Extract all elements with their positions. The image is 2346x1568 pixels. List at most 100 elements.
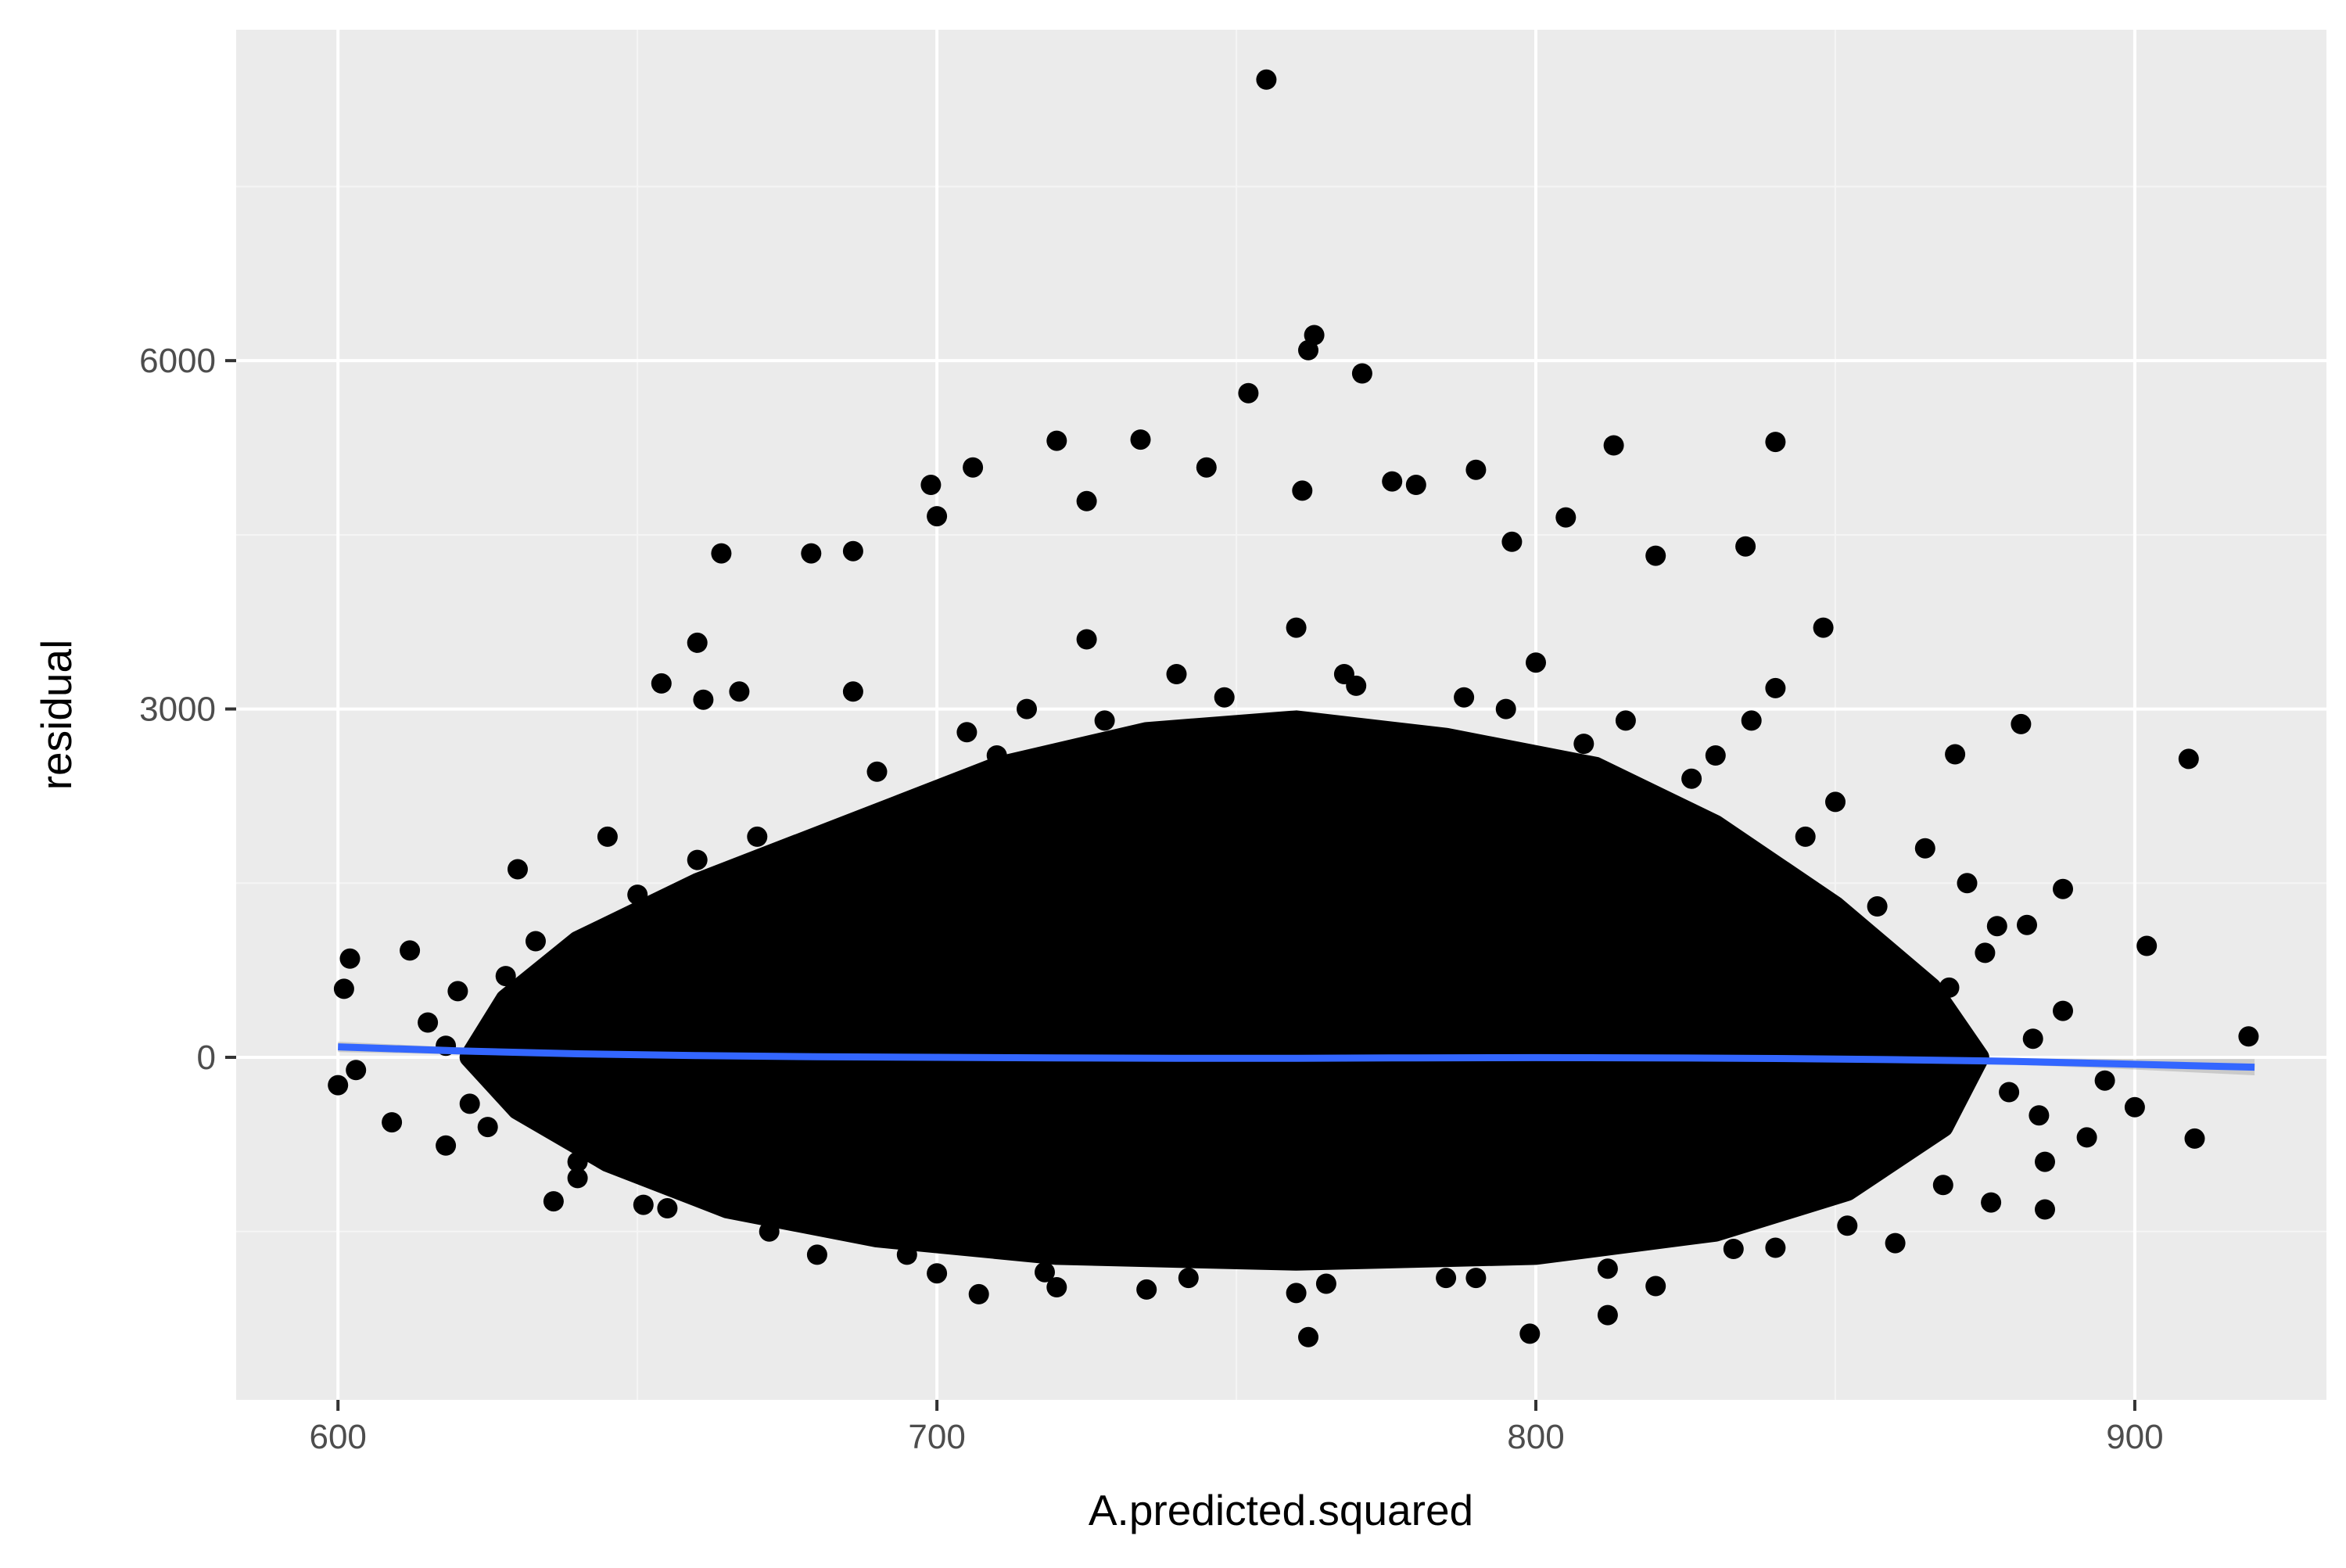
scatter-point — [801, 543, 822, 564]
scatter-point — [1837, 1215, 1858, 1236]
scatter-point — [1214, 687, 1235, 708]
scatter-point — [1885, 1233, 1906, 1254]
scatter-point — [2017, 914, 2037, 935]
scatter-point — [1932, 1175, 1953, 1196]
scatter-point — [2011, 713, 2032, 734]
scatter-point — [1765, 432, 1786, 453]
x-tick-label: 900 — [2106, 1418, 2163, 1456]
scatter-point — [920, 475, 942, 495]
scatter-point — [1526, 652, 1546, 673]
scatter-point — [2178, 748, 2199, 770]
scatter-point — [1286, 1283, 1307, 1304]
scatter-point — [1035, 1261, 1055, 1283]
scatter-point — [339, 948, 361, 969]
scatter-point — [1351, 363, 1372, 384]
y-tick-label: 3000 — [139, 691, 216, 729]
scatter-point — [806, 1244, 827, 1265]
scatter-point — [1130, 429, 1151, 450]
scatter-point — [842, 681, 863, 702]
scatter-point — [1825, 791, 1846, 813]
scatter-point — [1957, 873, 1978, 894]
scatter-point — [508, 859, 528, 880]
scatter-point — [1465, 459, 1487, 480]
scatter-point — [1981, 1192, 2002, 1213]
scatter-point — [1597, 1258, 1618, 1279]
scatter-point — [657, 1198, 678, 1218]
scatter-point — [687, 849, 708, 870]
scatter-point — [693, 689, 714, 710]
scatter-point — [1076, 629, 1097, 650]
scatter-point — [328, 1075, 349, 1096]
scatter-point — [1867, 896, 1888, 917]
scatter-point — [1765, 677, 1786, 698]
x-axis-title: A.predicted.squared — [1089, 1486, 1473, 1534]
scatter-point — [2136, 935, 2158, 956]
scatter-point — [1999, 1082, 2020, 1103]
scatter-point — [1723, 1239, 1744, 1259]
scatter-point — [1735, 536, 1756, 557]
scatter-point — [2238, 1026, 2259, 1047]
scatter-point — [1405, 475, 1426, 495]
scatter-point — [447, 981, 468, 1002]
scatter-point — [1681, 768, 1702, 789]
scatter-point — [1292, 480, 1313, 501]
scatter-point — [1555, 507, 1577, 528]
x-tick-label: 800 — [1507, 1418, 1564, 1456]
scatter-point — [2076, 1127, 2097, 1148]
scatter-point — [1178, 1268, 1199, 1289]
smooth-fit-line — [338, 1043, 2255, 1071]
scatter-point — [346, 1060, 367, 1081]
scatter-point — [1333, 664, 1354, 684]
scatter-point — [1914, 838, 1935, 859]
scatter-point — [1094, 710, 1115, 731]
scatter-point — [968, 1283, 989, 1304]
scatter-point — [633, 1194, 654, 1215]
scatter-point — [1945, 744, 1966, 765]
scatter-point — [747, 826, 768, 847]
scatter-point — [1765, 1237, 1786, 1258]
scatter-point — [1465, 1268, 1487, 1289]
scatter-point — [927, 1263, 948, 1284]
scatter-point — [1573, 734, 1594, 755]
x-axis: 600 700 800 900 — [309, 1400, 2164, 1456]
scatter-point — [1046, 1277, 1067, 1297]
scatter-point — [1813, 617, 1834, 638]
scatter-point — [2053, 878, 2073, 899]
scatter-point — [866, 761, 888, 782]
scatter-point — [1603, 435, 1624, 456]
scatter-point — [1705, 745, 1726, 766]
scatter-point — [1975, 942, 1996, 963]
scatter-point — [1286, 617, 1307, 638]
scatter-point — [2124, 1096, 2145, 1118]
scatter-point — [436, 1135, 457, 1156]
scatter-point — [927, 506, 948, 527]
scatter-point — [1519, 1323, 1541, 1344]
scatter-point — [956, 722, 978, 743]
scatter-point — [1017, 698, 1037, 719]
scatter-point — [597, 826, 618, 847]
scatter-point — [1795, 826, 1816, 847]
x-tick-label: 700 — [908, 1418, 965, 1456]
scatter-point — [2184, 1128, 2205, 1149]
scatter-point — [477, 1117, 498, 1138]
scatter-point — [495, 966, 516, 987]
scatter-point — [333, 978, 354, 999]
y-axis: 0 3000 6000 — [139, 342, 236, 1077]
scatter-point — [526, 931, 546, 952]
scatter-point — [711, 543, 732, 564]
scatter-point — [1136, 1279, 1157, 1300]
scatter-point — [1256, 69, 1277, 90]
scatter-point — [2035, 1151, 2055, 1172]
scatter-point — [1298, 1326, 1318, 1347]
scatter-point — [459, 1093, 480, 1114]
scatter-point — [400, 940, 421, 961]
smooth-fit-layer — [338, 1042, 2255, 1075]
scatter-point — [1238, 382, 1259, 404]
scatter-point — [567, 1168, 588, 1189]
scatter-point — [1645, 1276, 1666, 1297]
scatter-point — [418, 1012, 439, 1033]
y-axis-title: residual — [32, 640, 81, 791]
scatter-point — [1046, 430, 1067, 451]
